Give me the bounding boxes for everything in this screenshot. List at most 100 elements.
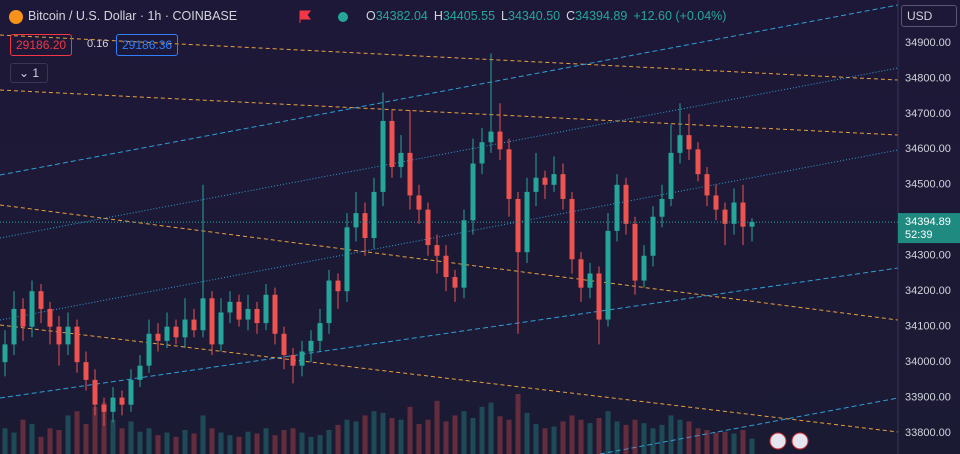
candle-body [56,326,62,345]
volume-bar [110,419,116,454]
buy-button[interactable]: 29186.36 [116,34,179,56]
volume-bar [641,423,647,454]
volume-bar [245,431,251,454]
volume-bar [569,415,575,454]
volume-bar [65,415,71,454]
coin-icon [9,10,23,24]
status-dot [338,12,348,22]
volume-bar [578,419,584,454]
volume-bar [137,431,143,454]
volume-bar [299,432,305,454]
volume-bar [371,411,377,454]
candle-body [20,308,26,327]
candle-body [452,277,458,288]
volume-bar [668,415,674,454]
volume-bar [677,419,683,454]
volume-bar [38,436,44,454]
volume-bar [56,430,62,454]
candle-body [389,120,395,168]
sell-button[interactable]: 29186.20 [10,34,73,56]
candle-body [677,135,683,153]
volume-bar [425,419,431,454]
volume-bar [551,426,557,454]
candle-body [434,245,440,256]
y-tick-label: 34800.00 [905,72,951,84]
candle-body [353,213,359,228]
candle-body [344,227,350,292]
volume-bar [218,432,224,454]
volume-bar [200,415,206,454]
candle-body [227,301,233,313]
candle-body [371,191,377,238]
volume-bar [614,421,620,454]
volume-bar [623,424,629,454]
candle-body [209,298,215,345]
currency-select[interactable]: USD [901,5,957,27]
trend-line [0,34,899,81]
volume-bar [632,419,638,454]
candle-body [713,195,719,210]
candle-body [137,365,143,380]
candle-body [488,131,494,143]
volume-bar [227,435,233,454]
volume-bar [146,428,152,454]
flag-icon[interactable] [299,10,311,23]
indicator-toggle[interactable]: ⌄ 1 [10,63,49,83]
volume-bar [308,436,314,454]
trend-line [0,89,899,136]
volume-bar [362,415,368,454]
event-icon[interactable] [791,432,809,450]
volume-bar [686,421,692,454]
candle-body [47,308,53,327]
volume-bar [263,428,269,454]
candle-body [308,340,314,352]
candle-body [551,174,557,185]
candle-body [542,177,548,185]
candle-body [164,326,170,341]
volume-bar [713,432,719,454]
volume-bar [740,430,746,454]
candle-body [191,319,197,331]
volume-bar [272,435,278,454]
volume-layer [2,394,755,454]
volume-bar [335,424,341,454]
event-icon[interactable] [769,432,787,450]
volume-bar [587,423,593,454]
ohlc-key: L [501,9,508,23]
volume-bar [326,430,332,454]
volume-bar [659,424,665,454]
volume-bar [542,428,548,454]
trend-line [0,67,899,239]
change: +12.60 (+0.04%) [633,9,727,23]
trend-line [599,397,899,454]
volume-bar [2,428,8,454]
candle-body [506,149,512,199]
candle-body [416,195,422,210]
indicator-count: 1 [32,66,40,80]
volume-bar [452,415,458,454]
volume-bar [461,411,467,454]
candle-body [29,291,35,327]
volume-bar [650,428,656,454]
candle-body [65,326,71,345]
ohlc-value: 34340.50 [508,9,561,23]
volume-bar [416,424,422,454]
y-tick-label: 34100.00 [905,321,951,333]
volume-bar [353,421,359,454]
candle-body [650,216,656,256]
candle-body [641,255,647,281]
candle-body [749,222,755,227]
y-tick-label: 34600.00 [905,143,951,155]
volume-bar [443,421,449,454]
y-tick-label: 34000.00 [905,356,951,368]
volume-bar [92,406,98,454]
candle-body [38,291,44,309]
candle-layer [2,53,755,426]
candle-body [722,209,728,224]
volume-bar [749,438,755,454]
candle-body [290,355,296,366]
y-tick-label: 34900.00 [905,37,951,49]
candle-body [173,326,179,338]
